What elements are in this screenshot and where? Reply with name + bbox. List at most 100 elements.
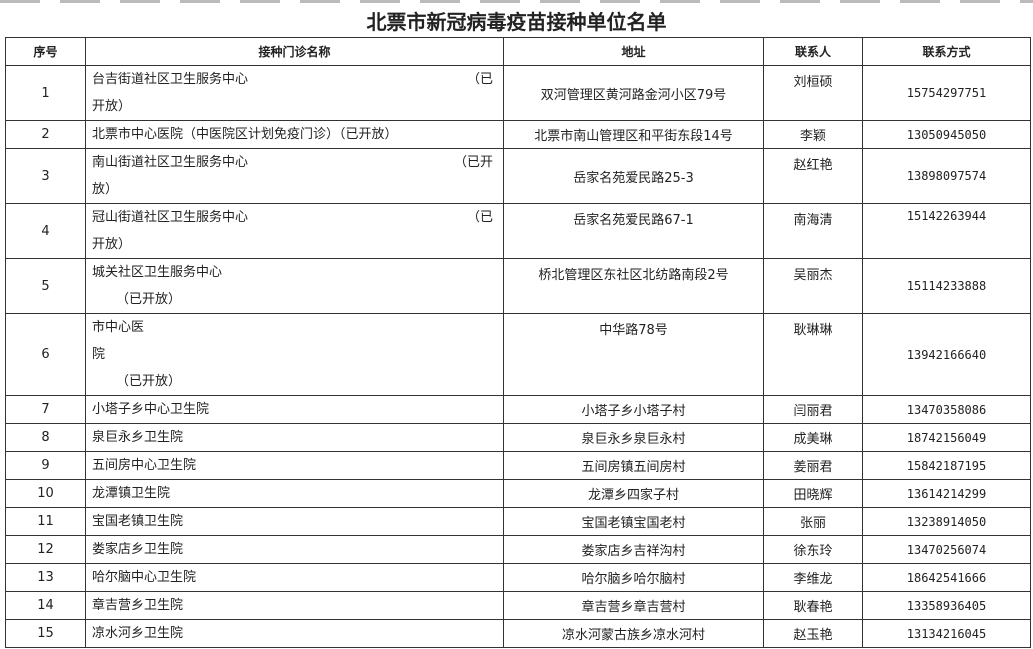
row-number: 14 [5,591,86,620]
contact-person: 耿琳琳 [763,313,863,396]
contact-person: 成美琳 [763,423,863,452]
address: 双河管理区黄河路金河小区79号 [503,65,764,121]
contact-person: 李维龙 [763,563,863,592]
clinic-name: 小塔子乡中心卫生院 [85,395,504,424]
table-row: 9 五间房中心卫生院 五间房镇五间房村 姜丽君 15842187195 [5,451,1031,480]
clinic-name-line: 市中心医 [86,314,503,341]
contact-phone: 13898097574 [862,148,1031,204]
clinic-name: 泉巨永乡卫生院 [85,423,504,452]
clinic-name-line: 北票市中心医院（中医院区计划免疫门诊）（已开放） [86,121,503,148]
row-number: 11 [5,507,86,536]
clinic-name-line: 哈尔脑中心卫生院 [86,564,503,591]
row-number: 4 [5,203,86,259]
clinic-name-line: 开放） [86,231,503,258]
vaccination-sites-table: 序号 接种门诊名称 地址 联系人 联系方式 1 台吉街道社区卫生服务中心 （已 开放）… [5,37,1031,648]
clinic-name-text: 凉水河乡卫生院 [92,626,184,641]
contact-phone: 13134216045 [862,619,1031,648]
clinic-status-text: （已 [466,72,493,87]
table-row: 7 小塔子乡中心卫生院 小塔子乡小塔子村 闫丽君 13470358086 [5,395,1031,424]
clinic-name-line: 娄家店乡卫生院 [86,536,503,563]
row-number: 9 [5,451,86,480]
contact-phone: 13358936405 [862,591,1031,620]
address: 泉巨永乡泉巨永村 [503,423,764,452]
contact-person: 徐东玲 [763,535,863,564]
address: 凉水河蒙古族乡凉水河村 [503,619,764,648]
contact-phone: 13050945050 [862,120,1031,149]
clinic-name-line: 龙潭镇卫生院 [86,480,503,507]
clinic-name-text: 哈尔脑中心卫生院 [92,570,197,585]
contact-phone: 15842187195 [862,451,1031,480]
clinic-name-line: （已开放） [86,368,503,395]
clinic-name-text: 南山街道社区卫生服务中心 [92,155,249,170]
clinic-name: 南山街道社区卫生服务中心 （已开放） [85,148,504,204]
clinic-name: 娄家店乡卫生院 [85,535,504,564]
table-row: 14 章吉营乡卫生院 章吉营乡章吉营村 耿春艳 13358936405 [5,591,1031,620]
row-number: 2 [5,120,86,149]
clinic-name-text: 开放） [92,237,132,252]
contact-person: 闫丽君 [763,395,863,424]
row-number: 8 [5,423,86,452]
clinic-name: 章吉营乡卫生院 [85,591,504,620]
table-row: 1 台吉街道社区卫生服务中心 （已 开放） 双河管理区黄河路金河小区79号 刘桓硕 1575… [5,65,1031,121]
header-contact-phone: 联系方式 [862,37,1031,66]
contact-phone: 15754297751 [862,65,1031,121]
clinic-status-text: （已开 [453,155,493,170]
row-number: 13 [5,563,86,592]
clinic-name: 冠山街道社区卫生服务中心 （已 开放） [85,203,504,259]
page-title: 北票市新冠病毒疫苗接种单位名单 [366,10,667,34]
clinic-name: 城关社区卫生服务中心 （已开放） [85,258,504,314]
clinic-name-text: （已开放） [116,374,182,389]
clinic-name-line: 小塔子乡中心卫生院 [86,396,503,423]
table-row: 6 市中心医院 （已开放） 中华路78号 耿琳琳 13942166640 [5,313,1031,396]
clinic-name-line: 凉水河乡卫生院 [86,620,503,647]
clinic-name: 哈尔脑中心卫生院 [85,563,504,592]
row-number: 15 [5,619,86,648]
address: 岳家名苑爱民路25-3 [503,148,764,204]
clinic-name: 五间房中心卫生院 [85,451,504,480]
contact-person: 南海清 [763,203,863,259]
row-number: 10 [5,479,86,508]
clinic-name-text: 市中心医 [92,320,145,335]
row-number: 7 [5,395,86,424]
table-row: 13 哈尔脑中心卫生院 哈尔脑乡哈尔脑村 李维龙 18642541666 [5,563,1031,592]
clinic-name-text: 放） [92,182,119,197]
clinic-name-text: 台吉街道社区卫生服务中心 [92,72,249,87]
clinic-name-line: 开放） [86,93,503,120]
clinic-name-line: 章吉营乡卫生院 [86,592,503,619]
contact-phone: 13470358086 [862,395,1031,424]
clinic-name: 台吉街道社区卫生服务中心 （已开放） [85,65,504,121]
clinic-name: 龙潭镇卫生院 [85,479,504,508]
clinic-name: 凉水河乡卫生院 [85,619,504,648]
row-number: 5 [5,258,86,314]
table-header-row: 序号 接种门诊名称 地址 联系人 联系方式 [5,37,1031,66]
clinic-status-text: （已 [466,210,493,225]
contact-person: 耿春艳 [763,591,863,620]
contact-phone: 13942166640 [862,313,1031,396]
contact-phone: 15114233888 [862,258,1031,314]
clinic-name-text: 章吉营乡卫生院 [92,598,184,613]
address: 哈尔脑乡哈尔脑村 [503,563,764,592]
contact-phone: 18642541666 [862,563,1031,592]
clinic-name: 市中心医院 （已开放） [85,313,504,396]
clinic-name-text: 开放） [92,99,132,114]
clinic-name-text: （已开放） [116,292,182,307]
clinic-name-line: 城关社区卫生服务中心 [86,259,503,286]
contact-person: 赵玉艳 [763,619,863,648]
clinic-name-text: 小塔子乡中心卫生院 [92,402,210,417]
table-row: 4 冠山街道社区卫生服务中心 （已 开放） 岳家名苑爱民路67-1 南海清 15142263… [5,203,1031,259]
table-row: 8 泉巨永乡卫生院 泉巨永乡泉巨永村 成美琳 18742156049 [5,423,1031,452]
clinic-name-text: 北票市中心医院（中医院区计划免疫门诊）（已开放） [92,127,398,142]
row-number: 1 [5,65,86,121]
clinic-name-line: 放） [86,176,503,203]
address: 北票市南山管理区和平街东段14号 [503,120,764,149]
contact-phone: 13470256074 [862,535,1031,564]
table-row: 3 南山街道社区卫生服务中心 （已开 放） 岳家名苑爱民路25-3 赵红艳 13898097… [5,148,1031,204]
contact-phone: 15142263944 [862,203,1031,259]
clinic-name-line: 南山街道社区卫生服务中心 （已开 [86,149,503,176]
clinic-name-text: 城关社区卫生服务中心 [92,265,223,280]
address: 章吉营乡章吉营村 [503,591,764,620]
contact-phone: 13614214299 [862,479,1031,508]
clinic-name-line: 院 [86,341,503,368]
row-number: 3 [5,148,86,204]
address: 娄家店乡吉祥沟村 [503,535,764,564]
